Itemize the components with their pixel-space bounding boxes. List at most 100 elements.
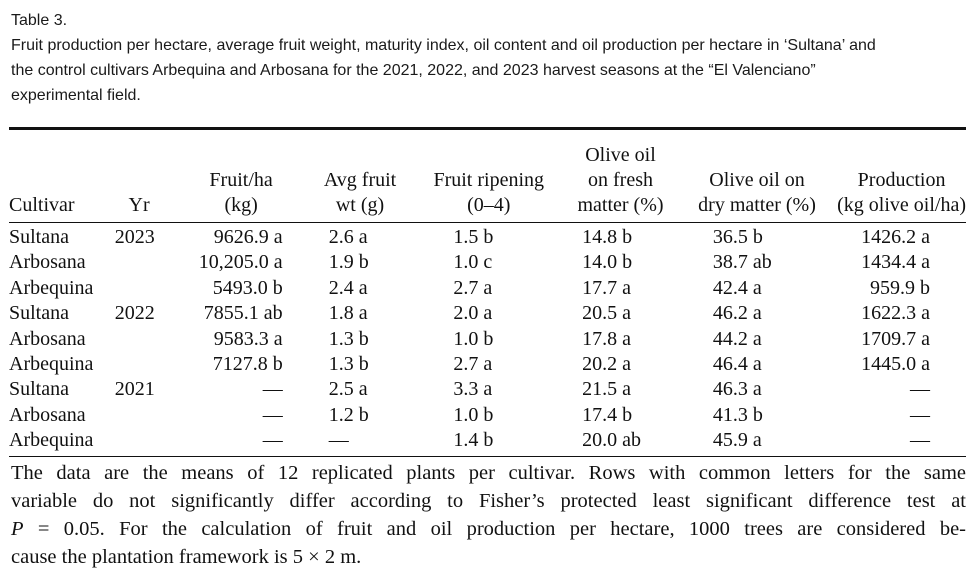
table-label: Table 3. — [11, 12, 68, 29]
footnote-p-variable: P — [11, 518, 24, 540]
cell-yr — [103, 428, 176, 453]
cell-fruit-ha: 5493.0 b — [212, 276, 283, 299]
cell-oil-dry: 38.7 ab — [712, 251, 772, 274]
cell-production: 959.9 b — [870, 276, 930, 299]
cell-fruit-ripening: 1.0 c — [453, 251, 493, 274]
data-table: Cultivar Yr Fruit/ha (kg) Avg fruit wt (… — [9, 141, 966, 454]
header-fruit-ripening: Fruit ripening (0–4) — [433, 169, 544, 216]
footnote-line-4: cause the plantation framework is 5 × 2 … — [11, 546, 362, 568]
table-body: Sultana 2023 9626.9 a 2.6 a 1.5 b 14.8 b… — [9, 221, 966, 454]
cell-fruit-ripening: 1.0 b — [453, 403, 494, 426]
cell-production: 1622.3 a — [861, 302, 930, 325]
cell-production: 1709.7 a — [861, 327, 930, 350]
cell-yr: 2021 — [114, 378, 155, 401]
cell-avg-fruit-wt: 2.6 a — [328, 226, 368, 248]
cell-avg-fruit-wt: 1.3 b — [328, 327, 369, 350]
header-yr: Yr — [128, 194, 150, 216]
table-row: Arbosana 10,205.0 a 1.9 b 1.0 c 14.0 b 3… — [9, 250, 966, 275]
cell-cultivar: Arbosana — [9, 251, 86, 274]
cell-fruit-ripening: 1.0 b — [453, 327, 494, 350]
cell-avg-fruit-wt: 1.9 b — [328, 251, 369, 274]
cell-cultivar: Arbosana — [9, 403, 86, 426]
cell-oil-fresh: 14.8 b — [582, 226, 633, 248]
cell-oil-dry: 36.5 b — [712, 226, 763, 248]
cell-production: 1434.4 a — [861, 251, 930, 274]
cell-oil-fresh: 17.4 b — [582, 403, 633, 426]
cell-oil-dry: 45.9 a — [712, 429, 762, 452]
header-cultivar: Cultivar — [9, 194, 75, 216]
cell-fruit-ha: 9626.9 a — [213, 226, 283, 248]
cell-oil-dry: 46.2 a — [712, 302, 762, 325]
cell-cultivar: Sultana — [9, 226, 69, 248]
cell-production: — — [910, 403, 930, 426]
cell-production: — — [910, 378, 930, 401]
cell-production: 1426.2 a — [861, 226, 930, 248]
table-top-rule — [9, 127, 966, 130]
footnote-line-2: variable do not significantly differ acc… — [11, 490, 966, 512]
table-row: Arbosana — 1.2 b 1.0 b 17.4 b 41.3 b — — [9, 403, 966, 428]
table-row: Arbequina — — 1.4 b 20.0 ab 45.9 a — — [9, 428, 966, 453]
cell-oil-fresh: 21.5 a — [582, 378, 631, 401]
table-row: Arbequina 5493.0 b 2.4 a 2.7 a 17.7 a 42… — [9, 276, 966, 301]
table-footnote: The data are the means of 12 replicated … — [11, 459, 966, 571]
cell-yr — [103, 276, 176, 301]
header-production: Production (kg olive oil/ha) — [837, 169, 966, 216]
cell-cultivar: Arbosana — [9, 327, 86, 350]
cell-production: — — [910, 429, 930, 452]
cell-avg-fruit-wt: — — [328, 429, 349, 452]
cell-oil-dry: 46.3 a — [712, 378, 762, 401]
cell-oil-fresh: 20.0 ab — [582, 429, 641, 452]
cell-yr — [103, 327, 176, 352]
cell-oil-fresh: 17.7 a — [582, 276, 631, 299]
header-fruit-ha: Fruit/ha (kg) — [209, 169, 273, 216]
cell-fruit-ha: — — [262, 429, 283, 452]
cell-yr — [103, 403, 176, 428]
table-header-rule — [9, 222, 966, 223]
table-row: Sultana 2021 — 2.5 a 3.3 a 21.5 a 46.3 a… — [9, 377, 966, 402]
cell-avg-fruit-wt: 1.3 b — [328, 353, 369, 376]
cell-oil-dry: 46.4 a — [712, 353, 762, 376]
cell-fruit-ripening: 1.4 b — [453, 429, 494, 452]
cell-avg-fruit-wt: 2.5 a — [328, 378, 368, 401]
cell-fruit-ha: 9583.3 a — [213, 327, 283, 350]
cell-yr: 2023 — [114, 226, 155, 248]
cell-oil-fresh: 17.8 a — [582, 327, 631, 350]
cell-oil-fresh: 20.5 a — [582, 302, 631, 325]
header-oil-dry: Olive oil on dry matter (%) — [698, 169, 816, 216]
cell-yr — [103, 352, 176, 377]
cell-fruit-ha: — — [262, 378, 283, 401]
footnote-line-3: P = 0.05. For the calculation of fruit a… — [11, 515, 966, 543]
cell-yr: 2022 — [114, 302, 155, 325]
cell-cultivar: Sultana — [9, 302, 69, 325]
table-bottom-rule — [9, 456, 966, 457]
cell-cultivar: Sultana — [9, 378, 69, 401]
cell-cultivar: Arbequina — [9, 276, 94, 299]
cell-oil-dry: 41.3 b — [712, 403, 763, 426]
header-oil-fresh: Olive oil on fresh matter (%) — [577, 144, 664, 216]
cell-oil-dry: 42.4 a — [712, 276, 762, 299]
cell-fruit-ripening: 2.7 a — [453, 276, 493, 299]
table-row: Sultana 2023 9626.9 a 2.6 a 1.5 b 14.8 b… — [9, 221, 966, 250]
cell-avg-fruit-wt: 1.8 a — [328, 302, 368, 325]
footnote-line-1: The data are the means of 12 replicated … — [11, 462, 966, 484]
header-row: Cultivar Yr Fruit/ha (kg) Avg fruit wt (… — [9, 141, 966, 221]
table-row: Arbosana 9583.3 a 1.3 b 1.0 b 17.8 a 44.… — [9, 327, 966, 352]
table-row: Arbequina 7127.8 b 1.3 b 2.7 a 20.2 a 46… — [9, 352, 966, 377]
cell-avg-fruit-wt: 1.2 b — [328, 403, 369, 426]
table-title-line-1: Fruit production per hectare, average fr… — [11, 37, 876, 54]
table-caption: Table 3. Fruit production per hectare, a… — [11, 8, 966, 108]
cell-production: 1445.0 a — [861, 353, 930, 376]
cell-oil-fresh: 20.2 a — [582, 353, 631, 376]
cell-fruit-ripening: 1.5 b — [453, 226, 494, 248]
cell-oil-fresh: 14.0 b — [582, 251, 633, 274]
cell-fruit-ha: 10,205.0 a — [198, 251, 283, 274]
cell-oil-dry: 44.2 a — [712, 327, 762, 350]
cell-fruit-ripening: 2.0 a — [453, 302, 493, 325]
cell-fruit-ha: — — [262, 403, 283, 426]
header-avg-fruit-wt: Avg fruit wt (g) — [323, 169, 397, 216]
cell-fruit-ripening: 2.7 a — [453, 353, 493, 376]
cell-yr — [103, 250, 176, 275]
cell-fruit-ha: 7855.1 ab — [203, 302, 283, 325]
cell-avg-fruit-wt: 2.4 a — [328, 276, 368, 299]
cell-cultivar: Arbequina — [9, 353, 94, 376]
